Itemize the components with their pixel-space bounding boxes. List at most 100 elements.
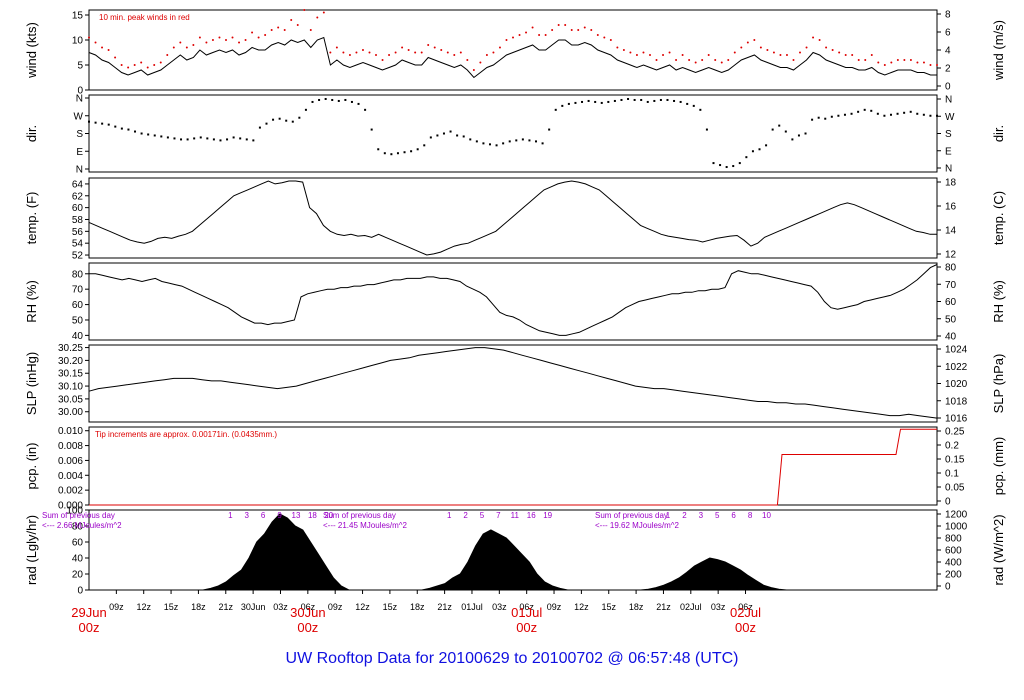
peak-wind-point <box>877 61 880 64</box>
peak-wind-point <box>479 61 482 64</box>
peak-wind-point <box>466 59 469 61</box>
peak-wind-point <box>812 36 815 39</box>
peak-wind-point <box>727 59 730 61</box>
day-sub-label: 00z <box>516 620 537 635</box>
peak-wind-point <box>622 49 625 51</box>
y-tick-label-right: 12 <box>945 250 957 261</box>
direction-point <box>193 137 196 140</box>
day-label: 30Jun <box>290 605 325 620</box>
y-tick-label: 0.008 <box>58 441 83 452</box>
peak-wind-point <box>427 44 430 46</box>
peak-wind-point <box>831 49 834 51</box>
direction-point <box>298 116 301 119</box>
peak-wind-point <box>492 51 495 54</box>
y-tick-label-right: 2 <box>945 64 951 75</box>
peak-wind-point <box>440 49 443 51</box>
peak-hour-label: 5 <box>480 511 485 520</box>
panel-frame <box>88 94 938 173</box>
peak-wind-point <box>140 61 143 64</box>
peak-wind-point <box>198 36 201 39</box>
y-tick-label: 70 <box>72 285 84 296</box>
peak-wind-point <box>348 54 351 56</box>
direction-point <box>673 99 676 102</box>
peak-wind-point <box>551 29 554 31</box>
peak-wind-point <box>851 54 854 56</box>
series-line <box>88 36 937 79</box>
y-tick-label: 0 <box>77 86 83 97</box>
peak-wind-point <box>531 26 534 29</box>
peak-wind-point <box>159 61 162 64</box>
y-tick-label: 15 <box>72 11 84 22</box>
peak-wind-point <box>224 39 227 41</box>
peak-wind-point <box>805 46 808 49</box>
peak-wind-point <box>316 16 319 19</box>
direction-point <box>344 98 347 101</box>
direction-point <box>791 138 794 141</box>
direction-point <box>383 152 386 155</box>
direction-point <box>876 112 879 115</box>
direction-point <box>607 100 610 103</box>
y-axis-label: SLP (inHg) <box>24 352 39 415</box>
direction-point <box>640 98 643 101</box>
direction-point <box>738 162 741 165</box>
direction-point <box>436 134 439 137</box>
day-label: 01Jul <box>511 605 542 620</box>
x-tick-label: 15z <box>601 602 616 612</box>
direction-point <box>232 136 235 139</box>
peak-wind-point <box>544 34 547 36</box>
direction-point <box>285 119 288 122</box>
direction-point <box>265 122 268 125</box>
direction-point <box>817 116 820 119</box>
peak-wind-point <box>485 54 488 56</box>
peak-hour-label: 7 <box>496 511 501 520</box>
peak-wind-point <box>166 54 169 56</box>
y-axis-label: rad (Lgly/hr) <box>24 515 39 585</box>
y-axis-label: pcp. (in) <box>24 443 39 490</box>
direction-point <box>916 112 919 115</box>
peak-hour-label: 9 <box>277 511 282 520</box>
y-tick-label-right: 1020 <box>945 379 968 390</box>
panel-pcp: pcp. (in) pcp. (mm) 0.000 0.002 0.004 0.006 0.… <box>24 426 1006 511</box>
peak-wind-point <box>635 54 638 56</box>
peak-hour-label: 19 <box>543 511 552 520</box>
peak-wind-point <box>394 51 397 54</box>
direction-point <box>857 110 860 113</box>
peak-wind-point <box>505 39 508 41</box>
peak-wind-point <box>283 29 286 31</box>
y-tick-label: E <box>76 147 83 158</box>
peak-wind-point <box>120 64 123 66</box>
direction-point <box>291 120 294 123</box>
direction-point <box>403 151 406 154</box>
y-tick-label-right: 0.15 <box>945 455 965 466</box>
y-axis-label: RH (%) <box>24 280 39 323</box>
peak-wind-point <box>655 59 658 61</box>
peak-wind-point <box>825 46 828 49</box>
radiation-area <box>640 557 787 591</box>
peak-wind-point <box>512 36 514 39</box>
peak-wind-point <box>205 41 208 44</box>
x-tick-label: 09z <box>328 602 343 612</box>
direction-point <box>377 148 380 151</box>
y-tick-label: 60 <box>72 300 84 311</box>
peak-wind-point <box>583 26 586 29</box>
day-sum-label: Sum of previous day <box>42 511 115 520</box>
peak-wind-point <box>557 24 560 26</box>
x-tick-label: 21z <box>437 602 452 612</box>
peak-wind-point <box>335 46 338 49</box>
direction-point <box>528 139 531 142</box>
peak-hour-label: 5 <box>715 511 720 520</box>
y-tick-label-right: 1024 <box>945 345 968 356</box>
peak-wind-point <box>896 59 899 61</box>
x-tick-label: 06z <box>738 602 753 612</box>
direction-point <box>567 102 570 105</box>
direction-point <box>252 139 255 142</box>
direction-point <box>699 108 702 111</box>
direction-point <box>909 110 912 113</box>
x-tick-label: 01Jul <box>461 602 483 612</box>
peak-wind-point <box>172 46 175 49</box>
y-tick-label-right: 0.25 <box>945 427 965 438</box>
direction-point <box>94 121 97 124</box>
